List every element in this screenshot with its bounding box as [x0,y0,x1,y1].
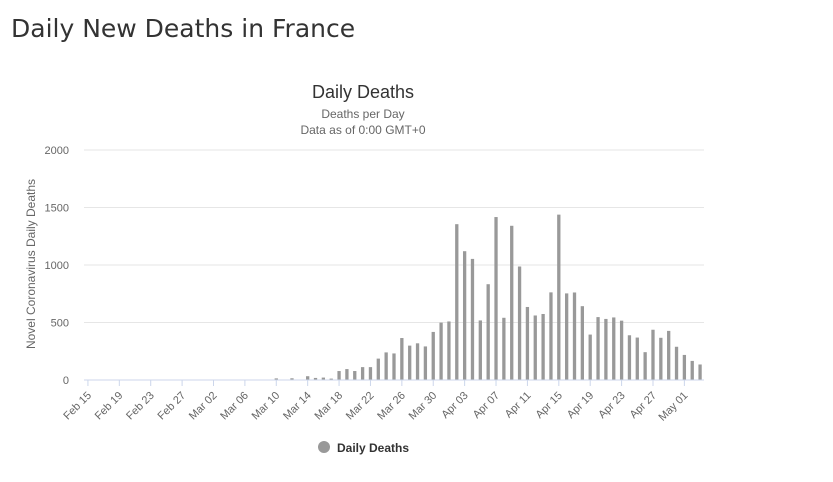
chart-title: Daily Deaths [312,82,414,102]
y-axis-title: Novel Coronavirus Daily Deaths [24,179,38,349]
bar[interactable] [698,364,702,380]
bar[interactable] [329,378,333,380]
y-tick-label: 1000 [45,260,69,272]
legend[interactable]: Daily Deaths [318,441,409,455]
bar[interactable] [478,320,482,380]
bar[interactable] [400,338,404,380]
bar[interactable] [486,284,490,380]
x-tick-label: Mar 30 [407,390,440,423]
bar[interactable] [651,329,655,380]
y-tick-label: 500 [51,318,69,330]
bar[interactable] [408,345,412,380]
bar[interactable] [376,358,380,380]
bar[interactable] [423,346,428,380]
x-tick-label: Mar 26 [375,390,408,423]
bar[interactable] [580,306,585,380]
x-tick-label: Feb 15 [61,390,94,423]
bar[interactable] [494,217,498,380]
y-tick-label: 0 [63,375,69,387]
legend-marker [318,441,330,453]
bar[interactable] [455,224,459,380]
bar[interactable] [462,251,467,380]
bar[interactable] [619,320,624,380]
x-tick-label: Apr 07 [471,390,502,421]
bar[interactable] [470,258,475,380]
page-title: Daily New Deaths in France [11,14,356,43]
bar[interactable] [690,360,694,380]
bar[interactable] [659,337,663,380]
bar[interactable] [682,354,687,380]
bar[interactable] [541,313,545,380]
bar[interactable] [596,317,600,380]
bar[interactable] [502,317,506,380]
bar[interactable] [439,322,443,380]
bar[interactable] [510,225,514,380]
bar[interactable] [345,369,349,380]
bar[interactable] [447,321,451,380]
legend-label[interactable]: Daily Deaths [337,441,409,455]
bar[interactable] [517,266,522,380]
bar[interactable] [306,376,310,380]
chart-subtitle-line-2: Data as of 0:00 GMT+0 [300,123,425,137]
x-tick-label: Apr 11 [503,390,534,421]
x-tick-label: Mar 10 [250,390,283,423]
x-tick-label: Mar 14 [281,390,314,423]
x-tick-label: Feb 19 [93,390,126,423]
y-tick-label: 2000 [45,145,69,157]
x-tick-label: Apr 15 [534,390,565,421]
bar[interactable] [525,306,530,380]
bar-series [86,214,702,380]
x-tick-label: May 01 [657,390,691,424]
x-tick-label: Mar 06 [218,390,251,423]
bar[interactable] [415,343,420,380]
chart-subtitle-line-1: Deaths per Day [321,107,404,121]
bar[interactable] [431,331,435,380]
bar[interactable] [667,330,671,380]
y-tick-label: 1500 [45,203,69,215]
bar[interactable] [321,377,326,380]
bar[interactable] [274,378,278,380]
bar[interactable] [392,353,396,380]
bar[interactable] [604,318,608,380]
x-tick-label: Mar 18 [312,390,345,423]
gridlines [84,149,704,323]
x-tick-label: Apr 27 [628,390,659,421]
x-tick-label: Mar 02 [187,390,220,423]
bar[interactable] [674,346,679,380]
bar[interactable] [337,371,341,380]
bar[interactable] [565,293,569,380]
bar[interactable] [612,317,616,380]
bar[interactable] [368,367,373,380]
x-tick-label: Feb 23 [124,390,157,423]
bar[interactable] [353,371,357,380]
bar[interactable] [572,292,577,380]
bar[interactable] [549,292,553,380]
x-tick-label: Apr 23 [596,390,627,421]
bar[interactable] [627,335,632,380]
bar[interactable] [557,214,561,380]
bar[interactable] [290,378,294,380]
x-tick-label: Mar 22 [344,390,377,423]
bar[interactable] [360,367,365,380]
bar[interactable] [533,315,537,380]
bar[interactable] [313,377,318,380]
y-axis-ticks: 0 500 1000 1500 2000 [45,145,69,387]
bar[interactable] [635,337,639,380]
x-tick-label: Apr 03 [439,390,470,421]
bar[interactable] [588,334,592,380]
bar[interactable] [643,352,647,380]
x-tick-label: Feb 27 [156,390,189,423]
bar[interactable] [384,352,388,380]
x-tick-label: Apr 19 [565,390,596,421]
